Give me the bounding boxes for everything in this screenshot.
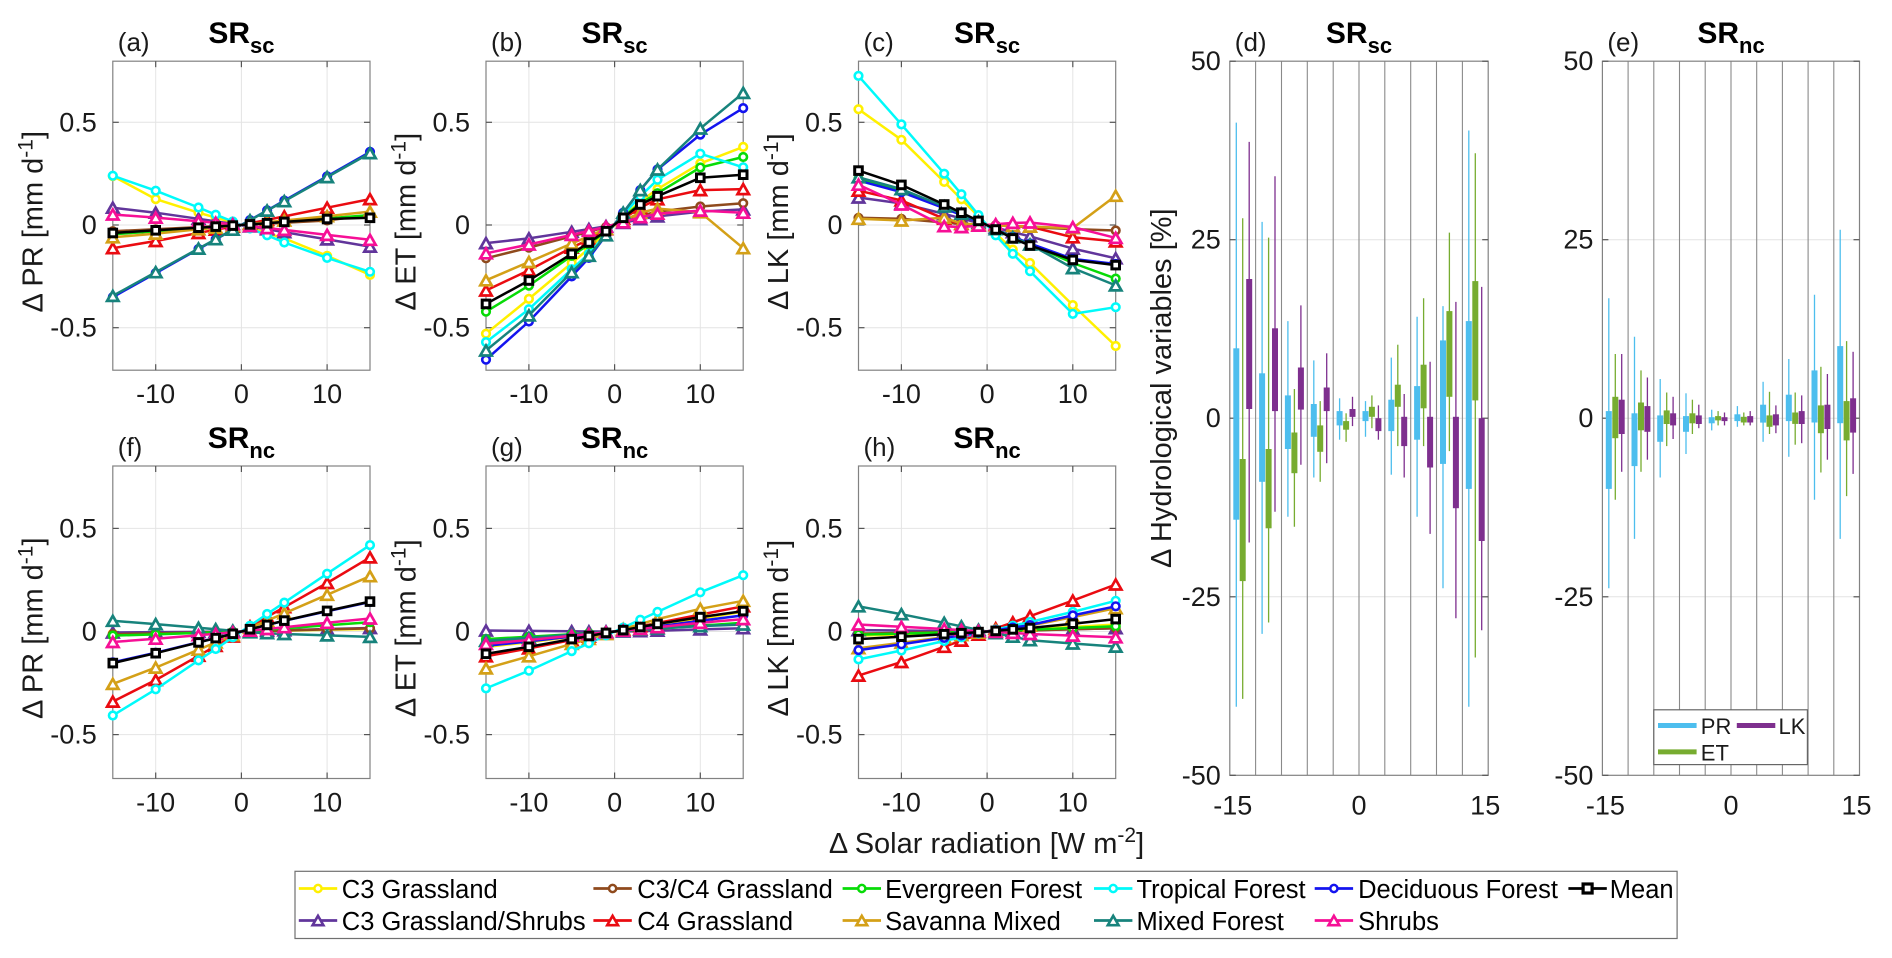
svg-text:Δ PR [mm d-1]: Δ PR [mm d-1] [14, 537, 49, 718]
svg-text:Δ ET [mm d-1]: Δ ET [mm d-1] [388, 133, 423, 311]
svg-text:Evergreen Forest: Evergreen Forest [885, 876, 1082, 904]
svg-text:-0.5: -0.5 [423, 720, 470, 750]
svg-text:(g): (g) [491, 432, 523, 462]
svg-text:-50: -50 [1554, 760, 1593, 790]
svg-text:25: 25 [1563, 225, 1593, 255]
svg-text:Tropical Forest: Tropical Forest [1137, 876, 1306, 904]
svg-text:(d): (d) [1235, 27, 1267, 57]
svg-text:Deciduous Forest: Deciduous Forest [1358, 876, 1558, 904]
svg-text:-25: -25 [1554, 582, 1593, 612]
svg-text:0: 0 [607, 379, 622, 409]
svg-text:-0.5: -0.5 [50, 720, 97, 750]
svg-text:50: 50 [1191, 46, 1221, 76]
svg-text:0: 0 [82, 617, 97, 647]
svg-text:0.5: 0.5 [432, 107, 470, 137]
svg-text:0.5: 0.5 [805, 513, 843, 543]
svg-text:0.5: 0.5 [432, 513, 470, 543]
svg-text:-10: -10 [882, 379, 921, 409]
svg-text:0: 0 [82, 210, 97, 240]
svg-text:50: 50 [1563, 46, 1593, 76]
svg-text:LK: LK [1779, 714, 1806, 739]
svg-text:Δ Solar radiation [W m-2]: Δ Solar radiation [W m-2] [829, 824, 1144, 860]
svg-text:-15: -15 [1213, 790, 1252, 820]
svg-text:-10: -10 [136, 788, 175, 818]
svg-text:10: 10 [1058, 788, 1088, 818]
svg-text:-15: -15 [1586, 790, 1625, 820]
svg-text:Δ PR [mm d-1]: Δ PR [mm d-1] [14, 131, 49, 312]
svg-text:-0.5: -0.5 [50, 313, 97, 343]
svg-text:15: 15 [1470, 790, 1500, 820]
svg-text:0: 0 [1351, 790, 1366, 820]
svg-text:Mean: Mean [1610, 876, 1674, 904]
svg-text:-10: -10 [509, 788, 548, 818]
svg-text:10: 10 [312, 788, 342, 818]
svg-text:0: 0 [1578, 403, 1593, 433]
svg-text:(e): (e) [1607, 27, 1639, 57]
svg-text:10: 10 [312, 379, 342, 409]
svg-text:Δ Hydrological variables [%]: Δ Hydrological variables [%] [1146, 208, 1178, 567]
svg-text:(b): (b) [491, 27, 523, 57]
svg-text:(c): (c) [864, 27, 894, 57]
svg-text:PR: PR [1701, 714, 1732, 739]
svg-text:Δ ET [mm d-1]: Δ ET [mm d-1] [388, 539, 423, 717]
svg-text:-25: -25 [1182, 582, 1221, 612]
svg-text:0.5: 0.5 [805, 107, 843, 137]
svg-text:10: 10 [685, 379, 715, 409]
svg-text:0.5: 0.5 [59, 513, 97, 543]
svg-text:0: 0 [827, 617, 842, 647]
svg-text:Shrubs: Shrubs [1358, 908, 1439, 936]
svg-text:-0.5: -0.5 [423, 313, 470, 343]
svg-text:C4 Grassland: C4 Grassland [637, 908, 793, 936]
svg-text:Δ LK [mm d-1]: Δ LK [mm d-1] [760, 133, 795, 310]
svg-text:0: 0 [607, 788, 622, 818]
svg-text:10: 10 [1058, 379, 1088, 409]
svg-text:(a): (a) [118, 27, 150, 57]
svg-text:0: 0 [827, 210, 842, 240]
svg-text:10: 10 [685, 788, 715, 818]
svg-text:ET: ET [1701, 740, 1729, 765]
svg-text:Δ LK [mm d-1]: Δ LK [mm d-1] [760, 540, 795, 717]
svg-text:0: 0 [455, 617, 470, 647]
svg-text:-10: -10 [136, 379, 175, 409]
svg-text:C3 Grassland: C3 Grassland [342, 876, 498, 904]
svg-text:-10: -10 [509, 379, 548, 409]
svg-text:0: 0 [455, 210, 470, 240]
svg-text:25: 25 [1191, 225, 1221, 255]
svg-text:0: 0 [980, 379, 995, 409]
svg-text:0.5: 0.5 [59, 107, 97, 137]
svg-text:-0.5: -0.5 [796, 720, 843, 750]
svg-text:Mixed Forest: Mixed Forest [1137, 908, 1284, 936]
svg-text:(h): (h) [864, 432, 896, 462]
svg-text:-10: -10 [882, 788, 921, 818]
svg-text:-50: -50 [1182, 760, 1221, 790]
svg-text:-0.5: -0.5 [796, 313, 843, 343]
svg-text:C3 Grassland/Shrubs: C3 Grassland/Shrubs [342, 908, 586, 936]
svg-text:0: 0 [234, 379, 249, 409]
svg-text:15: 15 [1841, 790, 1871, 820]
svg-text:C3/C4 Grassland: C3/C4 Grassland [637, 876, 833, 904]
svg-text:0: 0 [1723, 790, 1738, 820]
svg-text:0: 0 [980, 788, 995, 818]
svg-text:0: 0 [1206, 403, 1221, 433]
svg-text:(f): (f) [118, 432, 143, 462]
svg-text:0: 0 [234, 788, 249, 818]
svg-text:Savanna Mixed: Savanna Mixed [885, 908, 1061, 936]
